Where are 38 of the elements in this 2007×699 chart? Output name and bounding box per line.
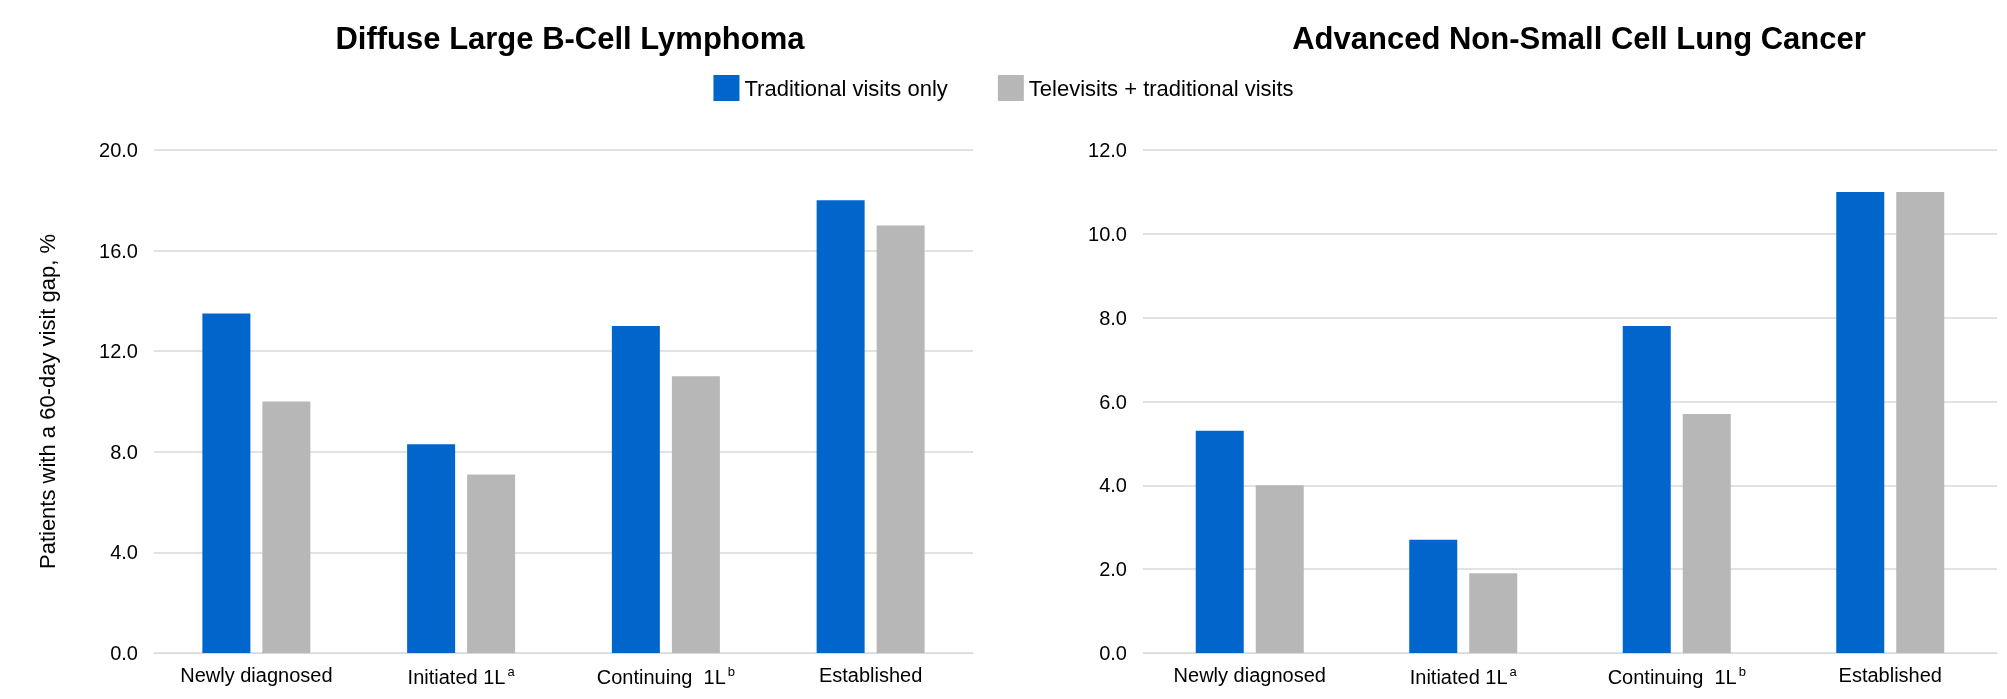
bar bbox=[467, 474, 516, 653]
bar bbox=[1195, 430, 1244, 653]
bar bbox=[1682, 414, 1731, 653]
y-tick-label: 4.0 bbox=[1099, 474, 1127, 497]
y-tick-label: 6.0 bbox=[1099, 390, 1127, 413]
chart-title: Advanced Non-Small Cell Lung Cancer bbox=[1292, 21, 1866, 56]
y-tick-label: 10.0 bbox=[1088, 222, 1127, 245]
x-tick-label: Newly diagnosed bbox=[1173, 664, 1326, 686]
bar bbox=[407, 444, 456, 653]
x-tick-label: Established bbox=[818, 664, 923, 686]
y-tick-label: 0.0 bbox=[110, 642, 138, 664]
y-tick-label: 0.0 bbox=[1099, 642, 1127, 664]
chart-title: Diffuse Large B-Cell Lymphoma bbox=[335, 21, 806, 56]
bar bbox=[1469, 573, 1518, 653]
y-tick-label: 12.0 bbox=[1088, 139, 1127, 161]
bar bbox=[1622, 326, 1671, 653]
bar bbox=[1409, 539, 1458, 653]
bar bbox=[671, 376, 720, 653]
bar bbox=[816, 200, 865, 653]
y-tick-label: 8.0 bbox=[1099, 306, 1127, 329]
bar bbox=[611, 326, 660, 653]
y-tick-label: 16.0 bbox=[99, 239, 138, 262]
bar bbox=[1836, 191, 1885, 653]
y-tick-label: 2.0 bbox=[1099, 558, 1127, 581]
bar bbox=[202, 313, 251, 653]
y-tick-label: 8.0 bbox=[110, 440, 138, 463]
x-tick-label: Newly diagnosed bbox=[180, 664, 333, 686]
bar bbox=[262, 401, 311, 653]
y-tick-label: 12.0 bbox=[99, 340, 138, 363]
y-tick-label: 20.0 bbox=[99, 139, 138, 161]
bar bbox=[1255, 485, 1304, 653]
bar bbox=[1896, 191, 1945, 653]
x-tick-label: Established bbox=[1838, 664, 1942, 686]
y-tick-label: 4.0 bbox=[110, 541, 138, 564]
bar bbox=[876, 225, 925, 653]
legend-label: Televisits + traditional visits bbox=[1028, 75, 1294, 101]
legend-label: Traditional visits only bbox=[744, 75, 948, 101]
y-axis-title: Patients with a 60-day visit gap, % bbox=[34, 233, 60, 570]
